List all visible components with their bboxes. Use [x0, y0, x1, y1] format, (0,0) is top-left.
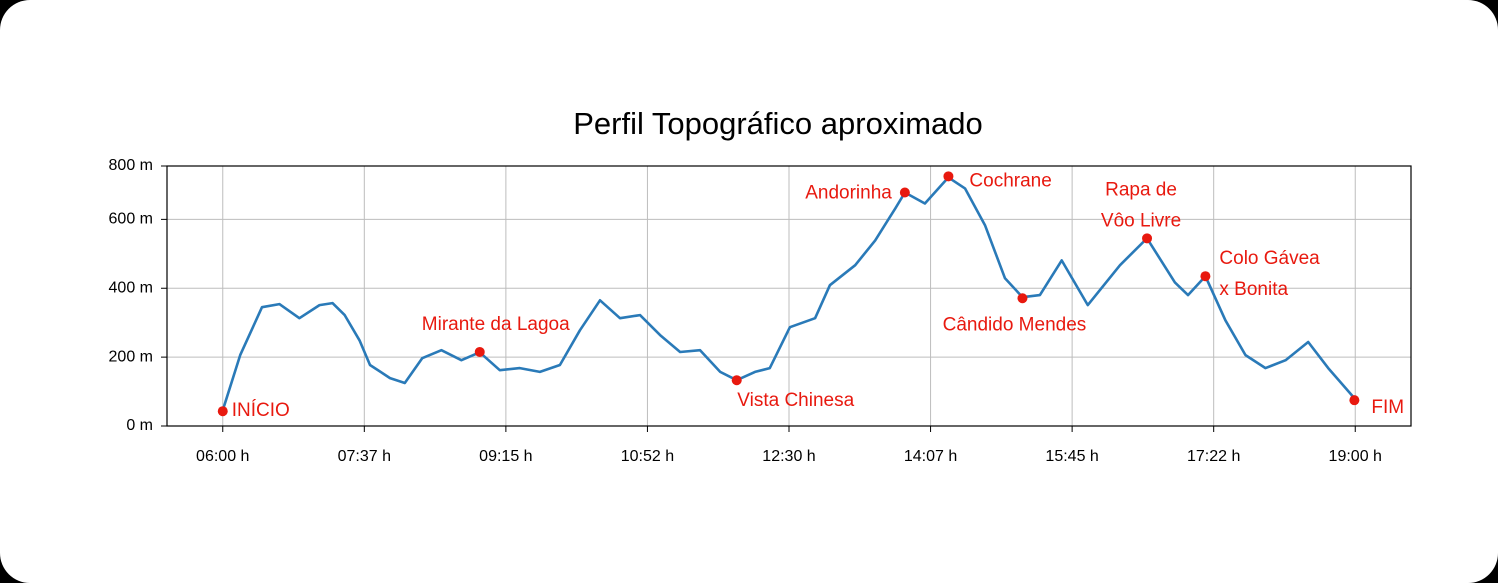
waypoint-label: Rapa de — [1105, 179, 1177, 200]
waypoint-marker — [943, 171, 954, 182]
x-tick-label: 06:00 h — [196, 448, 249, 465]
waypoint-label: Vista Chinesa — [737, 390, 854, 411]
x-tick-label: 12:30 h — [762, 448, 815, 465]
waypoint-label: Cochrane — [969, 170, 1051, 191]
y-tick-label: 400 m — [109, 279, 153, 296]
x-tick-label: 10:52 h — [621, 448, 674, 465]
y-tick-label: 800 m — [109, 157, 153, 174]
waypoint-label: FIM — [1371, 397, 1404, 418]
x-tick-label: 19:00 h — [1329, 448, 1382, 465]
waypoint-marker — [474, 346, 485, 357]
waypoint-marker — [1200, 271, 1211, 282]
x-tick-label: 17:22 h — [1187, 448, 1240, 465]
waypoint-label: x Bonita — [1219, 279, 1288, 300]
waypoint-marker — [217, 406, 228, 417]
x-tick-label: 15:45 h — [1045, 448, 1098, 465]
waypoint-label: Andorinha — [805, 183, 892, 204]
x-tick-label: 09:15 h — [479, 448, 532, 465]
waypoint-marker — [1349, 395, 1360, 406]
y-tick-label: 600 m — [109, 211, 153, 228]
y-tick-label: 0 m — [126, 417, 153, 434]
x-tick-label: 07:37 h — [338, 448, 391, 465]
waypoint-marker — [1017, 293, 1028, 304]
waypoint-label: Cândido Mendes — [943, 314, 1087, 335]
elevation-line — [221, 176, 1357, 411]
waypoint-label: Colo Gávea — [1219, 248, 1320, 269]
plot-frame — [166, 165, 1412, 427]
chart-title: Perfil Topográfico aproximado — [573, 106, 983, 141]
x-tick-label: 14:07 h — [904, 448, 957, 465]
waypoint-marker — [1142, 233, 1153, 244]
y-tick-label: 200 m — [109, 348, 153, 365]
waypoint-label: Vôo Livre — [1101, 210, 1181, 231]
waypoint-label: Mirante da Lagoa — [422, 314, 570, 335]
waypoint-marker — [899, 187, 910, 198]
waypoint-label: INÍCIO — [232, 400, 290, 421]
waypoint-marker — [731, 375, 742, 386]
